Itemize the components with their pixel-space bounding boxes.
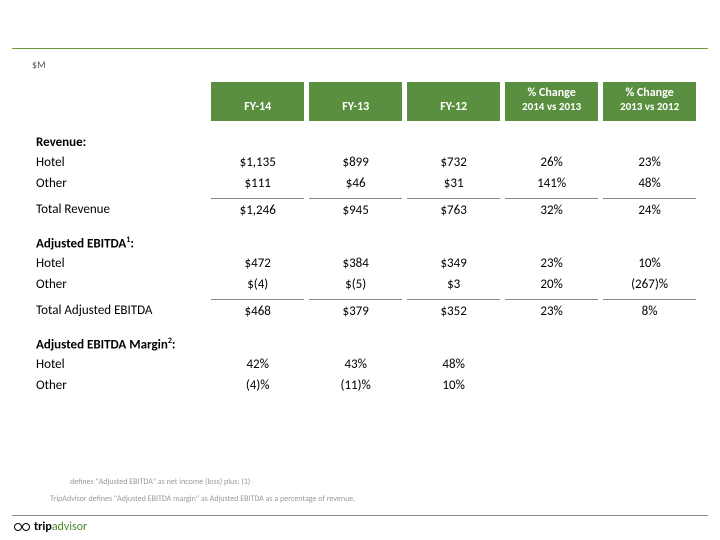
top-rule <box>12 48 708 49</box>
row-label: Hotel <box>36 354 211 375</box>
row-revenue-hotel: Hotel $1,135 $899 $732 26% 23% <box>36 152 696 173</box>
section-title: Adjusted EBITDA1: <box>36 221 696 253</box>
tripadvisor-logo: tripadvisor <box>14 520 87 534</box>
footnotes: defines "Adjusted EBITDA" as net income … <box>50 476 690 510</box>
row-margin-hotel: Hotel 42% 43% 48% <box>36 354 696 375</box>
header-empty <box>36 82 211 121</box>
bottom-rule <box>12 515 708 516</box>
section-margin: Adjusted EBITDA Margin2: <box>36 322 696 354</box>
row-revenue-other: Other $111 $46 $31 141% 48% <box>36 173 696 194</box>
financial-table: FY-14 FY-13 FY-12 % Change2014 vs 2013 %… <box>36 82 696 396</box>
col-fy13: FY-13 <box>309 82 402 121</box>
row-label: Total Revenue <box>36 198 211 221</box>
owl-icon <box>14 523 30 531</box>
row-ebitda-other: Other $(4) $(5) $3 20% (267)% <box>36 274 696 295</box>
section-revenue: Revenue: <box>36 121 696 152</box>
row-label: Other <box>36 375 211 396</box>
section-ebitda: Adjusted EBITDA1: <box>36 221 696 253</box>
col-fy14: FY-14 <box>211 82 304 121</box>
header-row: FY-14 FY-13 FY-12 % Change2014 vs 2013 %… <box>36 82 696 121</box>
footnote-2: TripAdvisor defines "Adjusted EBITDA mar… <box>50 493 690 506</box>
row-margin-other: Other (4)% (11)% 10% <box>36 375 696 396</box>
unit-label: $M <box>32 58 46 71</box>
col-change-13-12: % Change2013 vs 2012 <box>603 82 696 121</box>
row-label: Other <box>36 274 211 295</box>
row-label: Total Adjusted EBITDA <box>36 299 211 322</box>
section-title: Revenue: <box>36 121 696 152</box>
row-revenue-total: Total Revenue $1,246 $945 $763 32% 24% <box>36 198 696 221</box>
col-change-14-13: % Change2014 vs 2013 <box>505 82 598 121</box>
row-label: Hotel <box>36 152 211 173</box>
row-ebitda-hotel: Hotel $472 $384 $349 23% 10% <box>36 253 696 274</box>
row-label: Hotel <box>36 253 211 274</box>
col-fy12: FY-12 <box>407 82 500 121</box>
section-title: Adjusted EBITDA Margin2: <box>36 322 696 354</box>
footnote-1: defines "Adjusted EBITDA" as net income … <box>50 476 690 489</box>
row-label: Other <box>36 173 211 194</box>
row-ebitda-total: Total Adjusted EBITDA $468 $379 $352 23%… <box>36 299 696 322</box>
